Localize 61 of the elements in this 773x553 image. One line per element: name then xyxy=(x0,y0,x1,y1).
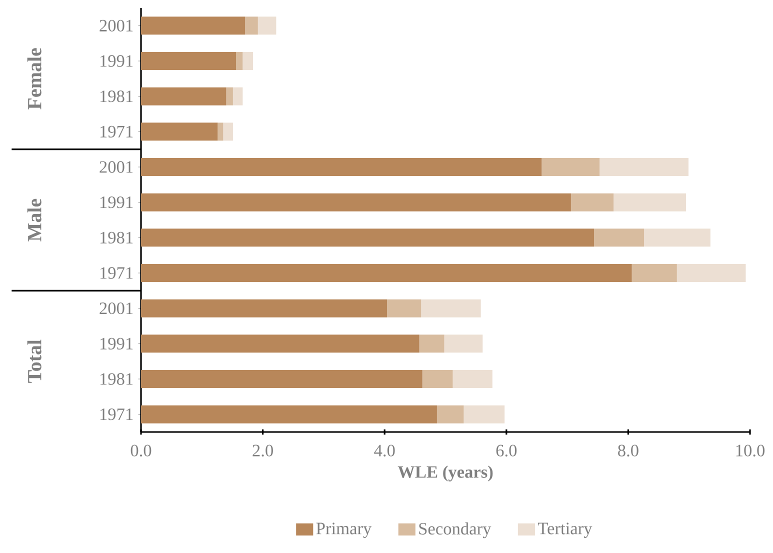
bar xyxy=(387,299,422,318)
bar xyxy=(258,16,276,35)
bar xyxy=(141,228,594,247)
bar xyxy=(464,405,505,424)
bar xyxy=(141,158,542,176)
x-tick-label: 0.0 xyxy=(130,444,152,456)
bar xyxy=(141,193,571,212)
bar xyxy=(232,87,243,106)
bar xyxy=(245,16,258,35)
x-tick-label: 4.0 xyxy=(374,444,395,456)
bar xyxy=(676,264,746,282)
bar xyxy=(141,87,226,106)
bar xyxy=(141,52,236,70)
bar xyxy=(542,158,600,176)
bar xyxy=(141,370,422,388)
x-tick-label: 10.0 xyxy=(736,444,765,456)
bar xyxy=(452,370,492,388)
y-tick-label: 2001 xyxy=(100,20,133,32)
bar xyxy=(141,299,388,318)
bar xyxy=(141,264,632,282)
legend-label: Primary xyxy=(316,522,372,538)
bar xyxy=(436,405,464,424)
bar xyxy=(632,264,677,282)
y-tick-label: 1971 xyxy=(100,267,133,279)
bar xyxy=(421,299,481,318)
x-tick-label: 2.0 xyxy=(252,444,273,456)
y-tick-label: 1991 xyxy=(100,55,133,67)
text: Female xyxy=(27,48,42,110)
y-tick-label: 1981 xyxy=(100,373,133,385)
bar xyxy=(141,122,218,141)
y-tick-label: 1971 xyxy=(100,408,133,420)
legend-label: Secondary xyxy=(419,522,492,538)
bar xyxy=(570,193,614,212)
bar xyxy=(419,334,444,353)
bar xyxy=(236,52,243,70)
bar xyxy=(600,158,688,176)
legend-label: Tertiary xyxy=(538,522,592,538)
bar xyxy=(444,334,483,353)
bar xyxy=(226,87,233,106)
y-tick-label: 1981 xyxy=(100,90,133,102)
y-tick-label: 1981 xyxy=(100,232,133,244)
bar xyxy=(614,193,686,212)
y-tick-label: 1991 xyxy=(100,196,133,208)
bar xyxy=(218,122,224,141)
bar xyxy=(141,405,437,424)
y-tick-label: 1971 xyxy=(100,126,133,138)
x-axis-title: WLE (years) xyxy=(398,466,493,482)
bar xyxy=(594,228,644,247)
y-tick-label: 2001 xyxy=(100,161,133,173)
y-tick-label: 1991 xyxy=(100,338,133,350)
x-tick-label: 8.0 xyxy=(618,444,638,456)
bar xyxy=(223,122,233,141)
text: Male xyxy=(27,198,42,242)
bar xyxy=(242,52,254,70)
text: Total xyxy=(27,340,42,383)
bar xyxy=(141,16,246,35)
bar xyxy=(141,334,420,353)
bar xyxy=(644,228,710,247)
x-tick-label: 6.0 xyxy=(496,444,517,456)
bar xyxy=(422,370,453,388)
y-tick-label: 2001 xyxy=(100,302,133,314)
